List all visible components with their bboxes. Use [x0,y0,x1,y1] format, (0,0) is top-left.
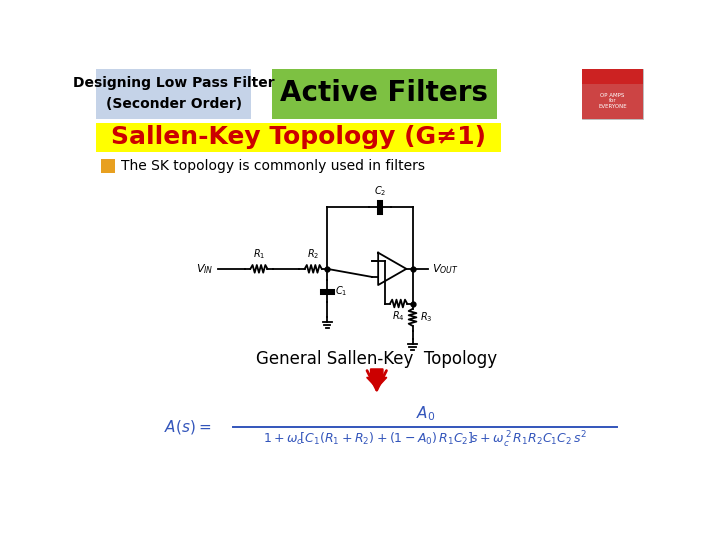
Bar [96,69,251,119]
Text: $V_{OUT}$: $V_{OUT}$ [432,262,459,276]
Text: OP AMPS
for
EVERYONE: OP AMPS for EVERYONE [598,93,626,109]
Text: General Sallen-Key  Topology: General Sallen-Key Topology [256,350,498,368]
FancyArrow shape [366,369,387,388]
Bar [272,69,497,119]
Text: Sallen-Key Topology (G≠1): Sallen-Key Topology (G≠1) [111,125,486,149]
Text: $V_{IN}$: $V_{IN}$ [197,262,214,276]
Text: $A(s) =$: $A(s) =$ [163,418,211,436]
Text: $1 + \omega_c\!\left[C_1(R_1 + R_2) + (1 - A_0)\,R_1C_2\right]\!s + \omega_c^{\,: $1 + \omega_c\!\left[C_1(R_1 + R_2) + (1… [263,430,588,450]
Text: Active Filters: Active Filters [281,79,488,107]
Text: $R_2$: $R_2$ [307,247,320,261]
Text: $C_1$: $C_1$ [335,284,347,298]
Bar [582,84,642,119]
Bar [101,159,114,173]
Bar [582,69,642,119]
Text: $R_3$: $R_3$ [420,310,433,324]
Text: The SK topology is commonly used in filters: The SK topology is commonly used in filt… [121,159,425,173]
Text: $A_0$: $A_0$ [415,404,435,423]
Text: Designing Low Pass Filter
(Seconder Order): Designing Low Pass Filter (Seconder Orde… [73,76,274,111]
Text: $R_4$: $R_4$ [392,309,405,323]
Bar [582,69,642,84]
Bar [96,123,500,152]
Text: $R_1$: $R_1$ [253,247,265,261]
Text: $C_2$: $C_2$ [374,184,386,198]
